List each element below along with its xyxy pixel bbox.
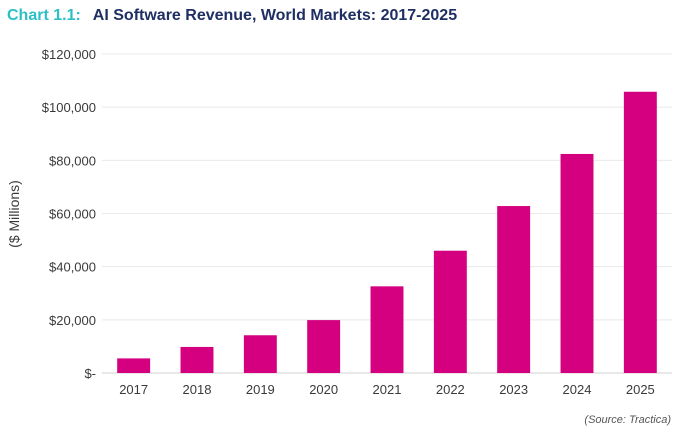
source-note: (Source: Tractica)	[584, 414, 671, 426]
y-tick-label: $120,000	[42, 47, 96, 62]
bar-2018	[180, 346, 214, 373]
x-tick-label: 2023	[499, 382, 528, 397]
bar-2024	[560, 153, 594, 373]
x-axis-ticks: 2017 2018 2019 2020 2021 2022 2023 2024 2025	[119, 382, 655, 397]
y-axis-ticks: $- $20,000 $40,000 $60,000 $80,000 $100,000 $1…	[42, 47, 96, 381]
y-tick-label: $60,000	[49, 207, 96, 222]
bar-2022	[433, 250, 467, 373]
bar-2020	[307, 320, 341, 373]
y-tick-label: $-	[84, 366, 96, 381]
x-tick-label: 2021	[373, 382, 402, 397]
x-tick-label: 2024	[563, 382, 592, 397]
x-tick-label: 2019	[246, 382, 275, 397]
bar-2021	[370, 286, 404, 373]
y-axis-label: ($ Millions)	[6, 180, 22, 248]
chart-title: Chart 1.1: AI Software Revenue, World Mar…	[7, 7, 457, 25]
x-tick-label: 2020	[309, 382, 338, 397]
bars	[117, 91, 657, 373]
x-tick-label: 2018	[183, 382, 212, 397]
chart-title-text: AI Software Revenue, World Markets: 2017…	[92, 7, 458, 24]
chart-number: Chart 1.1:	[7, 7, 81, 24]
y-tick-label: $20,000	[49, 313, 96, 328]
y-tick-label: $40,000	[49, 260, 96, 275]
bar-2019	[243, 335, 277, 373]
bar-2017	[117, 358, 151, 373]
x-tick-label: 2025	[626, 382, 655, 397]
x-tick-label: 2017	[119, 382, 148, 397]
bar-2023	[497, 206, 531, 373]
bar-2025	[623, 91, 657, 373]
y-tick-label: $100,000	[42, 100, 96, 115]
x-tick-label: 2022	[436, 382, 465, 397]
y-tick-label: $80,000	[49, 153, 96, 168]
